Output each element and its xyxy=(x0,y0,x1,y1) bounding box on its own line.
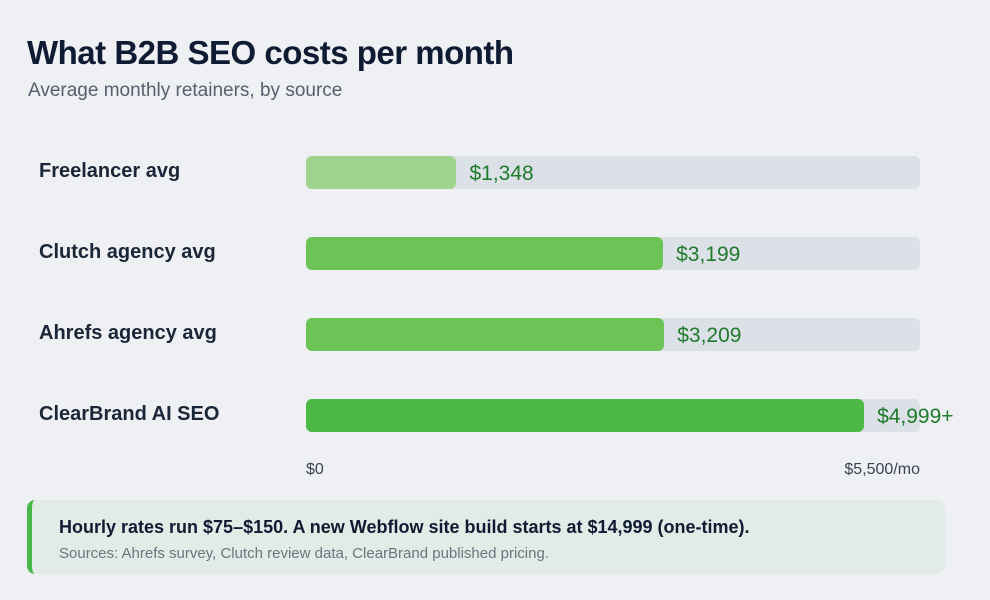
category-label: Clutch agency avg xyxy=(39,241,216,263)
data-label: $1,348 xyxy=(469,162,534,185)
sources-text: Sources: Ahrefs survey, Clutch review da… xyxy=(59,545,549,562)
chart-subtitle: Average monthly retainers, by source xyxy=(28,80,343,101)
category-label: Ahrefs agency avg xyxy=(39,322,217,344)
axis-tick-label: $5,500/mo xyxy=(844,461,920,478)
bar xyxy=(306,399,865,432)
data-label: $4,999+ xyxy=(877,405,954,428)
category-label: Freelancer avg xyxy=(39,160,181,182)
category-label: ClearBrand AI SEO xyxy=(39,403,220,425)
data-label: $3,199 xyxy=(676,243,741,266)
bar xyxy=(306,318,665,351)
callout-text: Hourly rates run $75–$150. A new Webflow… xyxy=(59,517,750,537)
info-callout: Hourly rates run $75–$150. A new Webflow… xyxy=(27,500,945,574)
bar xyxy=(306,156,457,189)
bar xyxy=(306,237,664,270)
data-label: $3,209 xyxy=(677,324,742,347)
chart-title: What B2B SEO costs per month xyxy=(27,34,514,71)
bar-chart: Freelancer avg $1,348 Clutch agency avg $3,… xyxy=(39,156,954,478)
axis-tick-label: $0 xyxy=(306,461,324,478)
